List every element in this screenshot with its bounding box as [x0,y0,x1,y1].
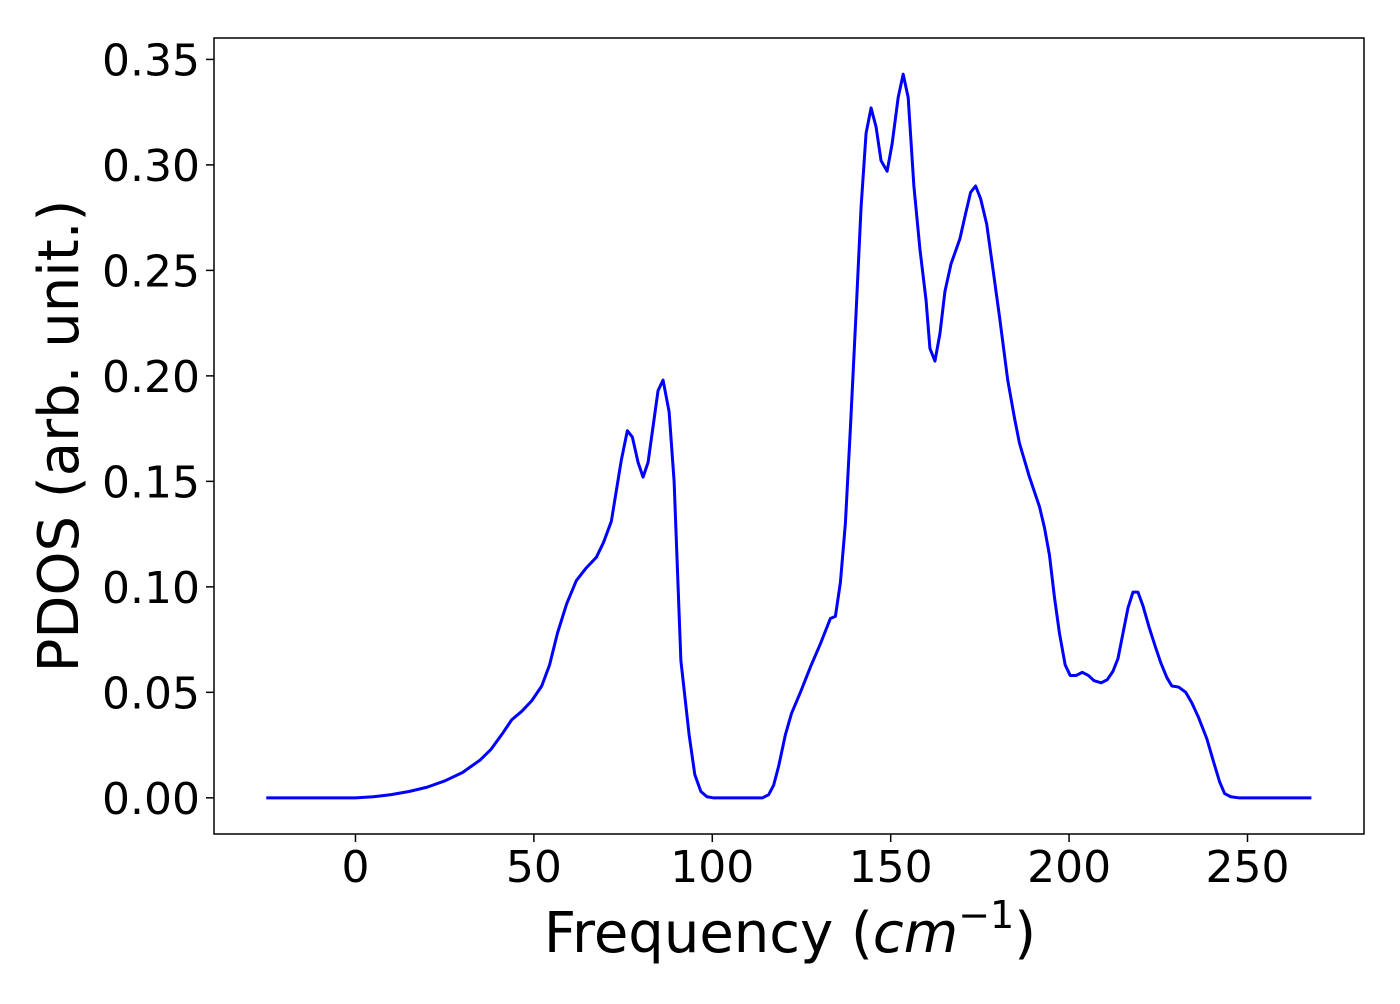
y-tick-label: 0.00 [102,774,200,825]
x-label-text: Frequency ( [544,901,873,966]
x-tick-label: 0 [341,842,369,893]
y-tick-label: 0.15 [102,457,200,508]
y-axis-label: PDOS (arb. unit.) [27,200,92,673]
y-tick-label: 0.20 [102,352,200,403]
x-label-exponent: −1 [958,893,1014,937]
x-tick-label: 250 [1206,842,1290,893]
plot-frame [213,37,1365,835]
x-axis-label: Frequency (cm−1) [544,893,1036,966]
y-tick-label: 0.25 [102,246,200,297]
x-label-close: ) [1014,901,1036,966]
x-tick-label: 150 [849,842,933,893]
line-series [266,72,1312,800]
y-tick-label: 0.10 [102,563,200,614]
y-tick-label: 0.35 [102,35,200,86]
x-label-unit: cm [873,901,958,966]
y-tick-label: 0.05 [102,668,200,719]
x-tick-label: 50 [506,842,562,893]
y-tick-label: 0.30 [102,141,200,192]
x-tick-label: 100 [670,842,754,893]
x-tick-label: 200 [1027,842,1111,893]
